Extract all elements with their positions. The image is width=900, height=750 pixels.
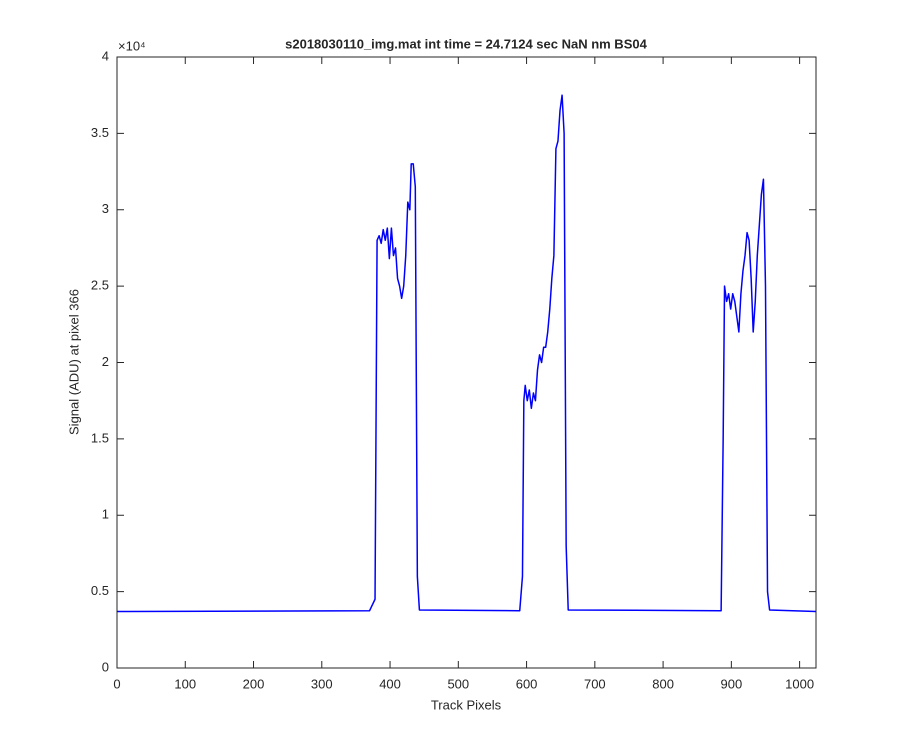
x-tick-label: 1000 bbox=[785, 676, 814, 691]
y-tick-label: 3 bbox=[102, 201, 109, 216]
data-line bbox=[116, 94, 817, 613]
y-tick-label: 2.5 bbox=[91, 278, 109, 293]
y-tick-label: 1.5 bbox=[91, 430, 109, 445]
x-tick-label: 900 bbox=[721, 676, 743, 691]
x-tick-label: 500 bbox=[447, 676, 469, 691]
x-tick-label: 0 bbox=[113, 676, 120, 691]
x-axis-label: Track Pixels bbox=[431, 697, 502, 712]
y-tick-label: 0.5 bbox=[91, 583, 109, 598]
y-tick-label: 2 bbox=[102, 354, 109, 369]
x-tick-label: 600 bbox=[516, 676, 538, 691]
x-tick-label: 100 bbox=[174, 676, 196, 691]
x-tick-label: 200 bbox=[243, 676, 265, 691]
y-multiplier: ×10⁴ bbox=[118, 38, 146, 53]
y-tick-label: 1 bbox=[102, 507, 109, 522]
x-tick-label: 300 bbox=[311, 676, 333, 691]
y-tick-label: 4 bbox=[102, 48, 109, 63]
y-axis-label: Signal (ADU) at pixel 366 bbox=[66, 289, 81, 435]
x-tick-label: 700 bbox=[584, 676, 606, 691]
x-tick-label: 400 bbox=[379, 676, 401, 691]
x-tick-label: 800 bbox=[652, 676, 674, 691]
y-tick-label: 3.5 bbox=[91, 125, 109, 140]
y-tick-label: 0 bbox=[102, 659, 109, 674]
chart-title: s2018030110_img.mat int time = 24.7124 s… bbox=[285, 36, 647, 51]
